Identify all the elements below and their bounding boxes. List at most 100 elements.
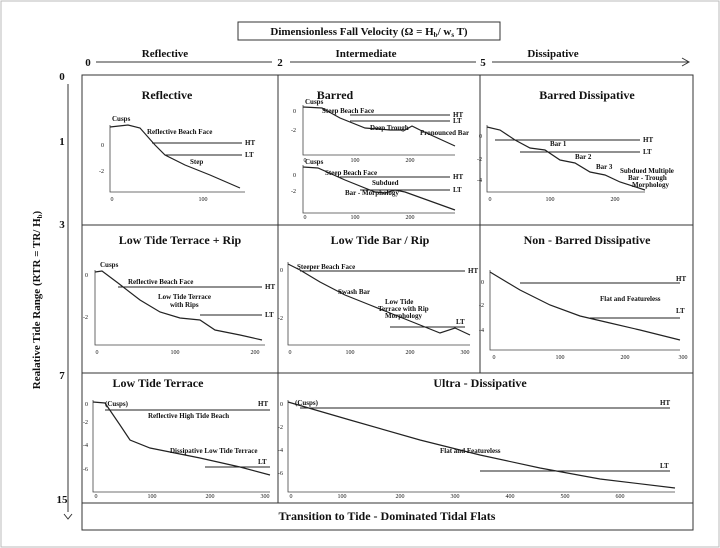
title-part: Dimensionless Fall Velocity (Ω = H — [270, 26, 434, 38]
regime-label: Intermediate — [335, 48, 396, 60]
depth-tick: 0 — [85, 273, 88, 279]
profile-label: LT — [676, 307, 685, 315]
distance-tick: 200 — [621, 355, 630, 361]
depth-tick: -2 — [99, 169, 104, 175]
depth-tick: -2 — [83, 315, 88, 321]
distance-tick: 0 — [95, 494, 98, 500]
distance-tick: 600 — [616, 494, 625, 500]
distance-tick: 100 — [148, 494, 157, 500]
regime-label: Dissipative — [527, 48, 578, 60]
distance-tick: 300 — [261, 494, 270, 500]
label-part: ) — [31, 210, 43, 214]
profile-label: Reflective Beach Face — [147, 128, 212, 136]
profile-label: Reflective High Tide Beach — [148, 412, 229, 420]
distance-tick: 0 — [289, 350, 292, 356]
depth-tick: 0 — [293, 109, 296, 115]
depth-tick: 0 — [479, 134, 482, 140]
tide-tick: 15 — [57, 494, 69, 506]
profile-label: Cusps — [112, 115, 131, 123]
profile-label: HT — [468, 267, 478, 275]
profile-label: Step — [190, 158, 203, 166]
profile-label: Swash Bar — [338, 288, 370, 296]
distance-tick: 100 — [351, 158, 360, 164]
tide-tick: 0 — [59, 71, 65, 83]
title-part: T) — [454, 26, 468, 38]
footer: Transition to Tide - Dominated Tidal Fla… — [279, 509, 496, 523]
depth-tick: -2 — [479, 303, 484, 309]
panel-title: Ultra - Dissipative — [433, 376, 527, 390]
profile-label: (Cusps) — [295, 399, 319, 407]
distance-tick: 100 — [546, 197, 555, 203]
panel-title: Reflective — [142, 88, 193, 102]
depth-tick: -2 — [278, 316, 283, 322]
distance-tick: 300 — [679, 355, 688, 361]
distance-tick: 300 — [451, 494, 460, 500]
depth-tick: -2 — [291, 128, 296, 134]
depth-tick: -2 — [477, 157, 482, 163]
profile-label: HT — [245, 139, 255, 147]
profile-label: Morphology — [632, 181, 669, 189]
header-title: Dimensionless Fall Velocity (Ω = Hb/ ws … — [270, 26, 468, 39]
panel-title: Barred Dissipative — [539, 88, 635, 102]
depth-tick: 0 — [280, 268, 283, 274]
tide-tick: 1 — [59, 136, 65, 148]
scale-tick: 0 — [85, 57, 91, 69]
regime-label: Reflective — [142, 48, 189, 60]
depth-tick: -2 — [278, 425, 283, 431]
profile-label: Morphology — [385, 312, 422, 320]
profile-label: HT — [643, 136, 653, 144]
profile-label: LT — [660, 462, 669, 470]
page-border — [1, 1, 719, 547]
depth-tick: 0 — [293, 173, 296, 179]
profile-label: LT — [258, 458, 267, 466]
depth-tick: -6 — [278, 471, 283, 477]
distance-tick: 0 — [489, 197, 492, 203]
depth-tick: -2 — [83, 420, 88, 426]
depth-tick: -4 — [83, 443, 88, 449]
depth-tick: -2 — [291, 189, 296, 195]
distance-tick: 200 — [206, 494, 215, 500]
profile-label: Cusps — [100, 261, 119, 269]
profile-label: (Cusps) — [105, 400, 129, 408]
distance-tick: 200 — [406, 350, 415, 356]
distance-tick: 200 — [406, 158, 415, 164]
profile-label: Bar 1 — [550, 140, 567, 148]
distance-tick: 0 — [304, 215, 307, 221]
distance-tick: 100 — [346, 350, 355, 356]
distance-tick: 100 — [199, 197, 208, 203]
profile-label: Deep Trough — [370, 124, 409, 132]
profile-label: Subdued — [372, 179, 399, 187]
depth-tick: -4 — [477, 178, 482, 184]
scale-tick: 2 — [277, 57, 283, 69]
profile-label: HT — [265, 283, 275, 291]
diagram: Dimensionless Fall Velocity (Ω = Hb/ ws … — [0, 0, 720, 548]
profile-label: Steep Beach Face — [322, 107, 374, 115]
depth-tick: 0 — [101, 143, 104, 149]
distance-tick: 400 — [506, 494, 515, 500]
panel-title: Low Tide Bar / Rip — [331, 233, 430, 247]
tide-axis-label: Realative Tide Range (RTR = TR/ Hb) — [31, 210, 44, 389]
profile-label: with Rips — [170, 301, 199, 309]
profile-label: HT — [453, 173, 463, 181]
profile-label: HT — [660, 399, 670, 407]
profile-label: Flat and Featureless — [600, 295, 661, 303]
profile-label: Cusps — [305, 98, 324, 106]
profile-label: Bar 2 — [575, 153, 592, 161]
depth-tick: 0 — [85, 402, 88, 408]
distance-tick: 200 — [251, 350, 260, 356]
depth-tick: -4 — [479, 328, 484, 334]
profile-label: Low Tide Terrace — [158, 293, 211, 301]
profile-label: Pronounced Bar — [420, 129, 469, 137]
distance-tick: 100 — [556, 355, 565, 361]
profile-label: LT — [643, 148, 652, 156]
profile-label: LT — [265, 311, 274, 319]
distance-tick: 300 — [461, 350, 470, 356]
distance-tick: 0 — [96, 350, 99, 356]
distance-tick: 200 — [406, 215, 415, 221]
distance-tick: 0 — [111, 197, 114, 203]
profile-label: Steep Beach Face — [325, 169, 377, 177]
panel-title: Low Tide Terrace + Rip — [119, 233, 242, 247]
distance-tick: 100 — [338, 494, 347, 500]
profile-label: Reflective Beach Face — [128, 278, 193, 286]
distance-tick: 100 — [351, 215, 360, 221]
